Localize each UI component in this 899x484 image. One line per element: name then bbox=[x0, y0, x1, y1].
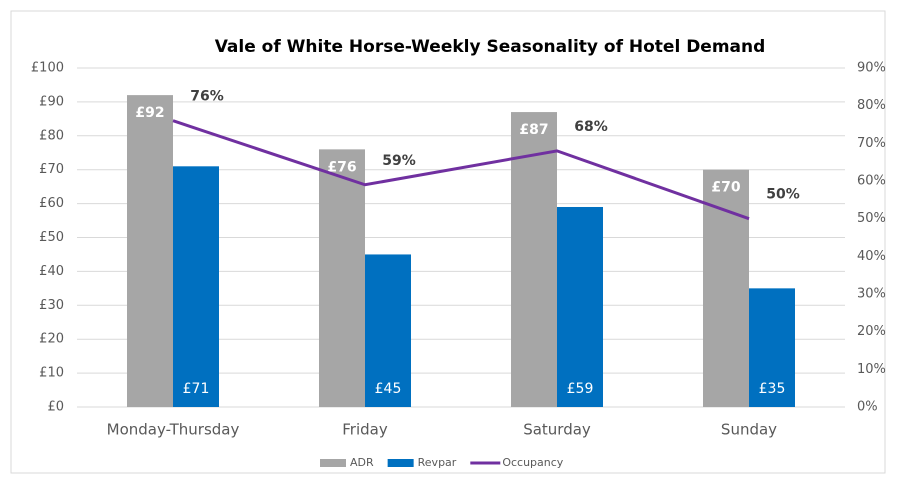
y-tick-label: £100 bbox=[31, 61, 64, 76]
y2-tick-label: 80% bbox=[857, 98, 886, 113]
y2-tick-label: 10% bbox=[857, 362, 886, 377]
y-tick-label: £60 bbox=[39, 196, 64, 211]
bar bbox=[557, 206, 603, 407]
y2-tick-label: 20% bbox=[857, 324, 886, 339]
y-tick-label: £80 bbox=[39, 128, 64, 143]
bar bbox=[749, 288, 795, 407]
y-tick-label: £40 bbox=[39, 264, 64, 279]
data-label: £59 bbox=[567, 381, 594, 397]
x-tick-label: Friday bbox=[342, 421, 388, 439]
data-label: £45 bbox=[375, 381, 402, 397]
y2-tick-label: 40% bbox=[857, 249, 886, 264]
data-label: £87 bbox=[519, 122, 548, 138]
y-tick-label: £50 bbox=[39, 230, 64, 245]
chart-border bbox=[10, 10, 886, 474]
bar bbox=[511, 112, 557, 407]
data-label: 59% bbox=[382, 153, 416, 169]
legend-label: ADR bbox=[350, 456, 374, 469]
y-tick-label: £10 bbox=[39, 366, 64, 381]
data-label: 68% bbox=[574, 119, 608, 135]
y2-tick-label: 30% bbox=[857, 287, 886, 302]
data-label: 50% bbox=[766, 187, 800, 203]
bar bbox=[365, 254, 411, 407]
y2-tick-label: 50% bbox=[857, 211, 886, 226]
data-label: £35 bbox=[759, 381, 786, 397]
data-label: 76% bbox=[190, 89, 224, 105]
legend-label: Occupancy bbox=[502, 456, 563, 469]
data-label: £71 bbox=[183, 381, 210, 397]
y-tick-label: £90 bbox=[39, 94, 64, 109]
y-tick-label: £70 bbox=[39, 162, 64, 177]
occupancy-line bbox=[172, 119, 750, 221]
legend-swatch bbox=[387, 459, 414, 467]
y-tick-label: £30 bbox=[39, 298, 64, 313]
x-tick-label: Monday-Thursday bbox=[107, 421, 240, 439]
legend-swatch bbox=[320, 459, 346, 467]
y2-tick-label: 60% bbox=[857, 174, 886, 189]
y2-tick-label: 70% bbox=[857, 136, 886, 151]
bar bbox=[173, 166, 219, 407]
y-tick-label: £0 bbox=[47, 400, 64, 415]
bar bbox=[127, 95, 173, 408]
bar bbox=[319, 149, 365, 408]
y2-tick-label: 90% bbox=[857, 61, 886, 76]
chart-title: Vale of White Horse-Weekly Seasonality o… bbox=[215, 37, 766, 57]
x-tick-label: Saturday bbox=[523, 421, 591, 439]
data-label: £92 bbox=[135, 105, 164, 121]
data-label: £76 bbox=[327, 159, 356, 175]
y-tick-label: £20 bbox=[39, 332, 64, 347]
x-tick-label: Sunday bbox=[721, 421, 777, 439]
legend-label: Revpar bbox=[418, 456, 457, 469]
data-label: £70 bbox=[711, 180, 740, 196]
y2-tick-label: 0% bbox=[857, 400, 878, 415]
